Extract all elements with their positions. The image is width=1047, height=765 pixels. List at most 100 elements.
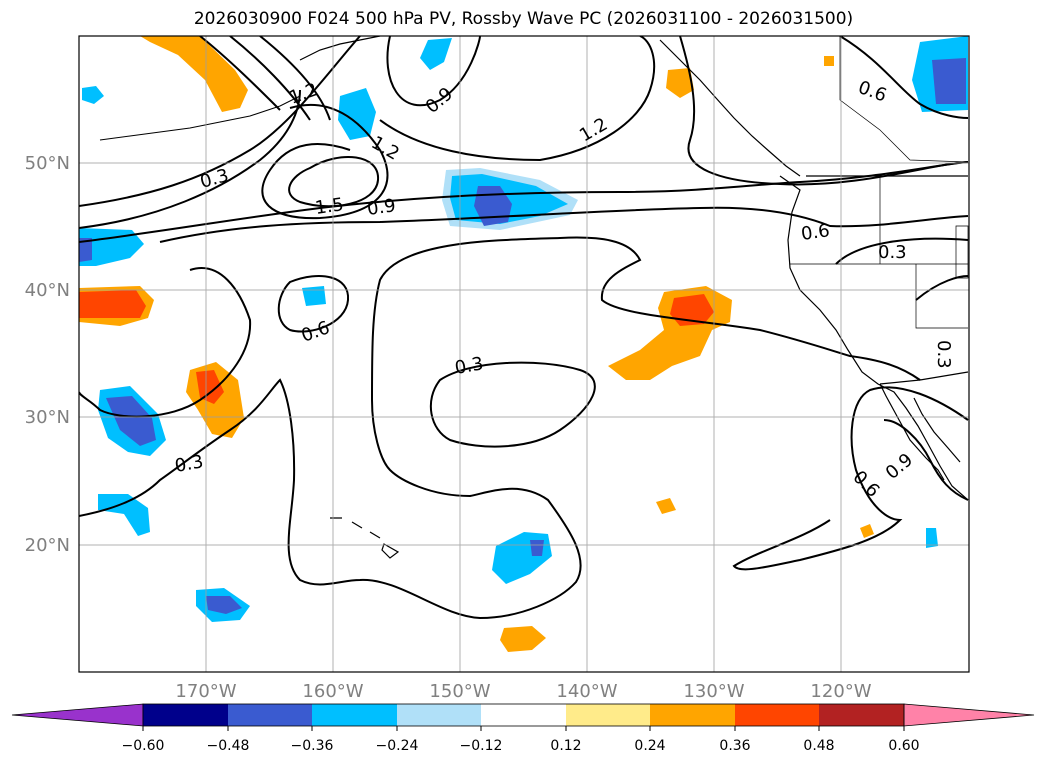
lon-tick-label: 130°W xyxy=(683,681,744,702)
contour-label: 0.3 xyxy=(453,353,485,379)
contour-label: 1.2 xyxy=(368,132,403,165)
map-frame xyxy=(78,35,970,673)
lat-tick-labels: 50°N 40°N 30°N 20°N xyxy=(25,153,70,556)
colorbar-extend-max xyxy=(903,703,1035,727)
contour-left-wave xyxy=(259,36,331,121)
contour-1.2-left xyxy=(79,89,301,229)
colorbar-tick-label: −0.24 xyxy=(376,738,419,754)
contour-1.2-ne xyxy=(379,36,656,162)
colorbar-segment xyxy=(650,704,735,726)
shade-negative xyxy=(106,396,156,446)
shade-positive xyxy=(656,498,676,514)
gridlines xyxy=(79,36,969,672)
contour-0.9-ne xyxy=(386,36,481,107)
colorbar-tick-label: −0.12 xyxy=(460,738,503,754)
contour-0.9-se xyxy=(883,419,969,501)
contour-0.3 xyxy=(79,36,361,207)
aleutian-islands xyxy=(99,95,301,141)
shade-negative xyxy=(926,528,938,548)
lon-tick-label: 150°W xyxy=(429,681,490,702)
colorbar-tick-label: −0.48 xyxy=(207,738,250,754)
contour-label: 0.9 xyxy=(422,83,457,117)
lon-tick-label: 140°W xyxy=(556,681,617,702)
contour-label: 0.3 xyxy=(878,242,907,263)
colorbar-segment xyxy=(481,704,566,726)
colorbar-segment xyxy=(566,704,650,726)
colorbar-tick-label: 0.36 xyxy=(719,738,750,754)
colorbar-tick-label: 0.24 xyxy=(634,738,665,754)
colorbar-segment xyxy=(819,704,904,726)
shade-negative xyxy=(79,238,92,262)
contour-label: 0.6 xyxy=(800,220,831,245)
contour-ne-2 xyxy=(679,36,969,186)
north-america-coast xyxy=(779,175,969,501)
shade-negative xyxy=(530,540,544,556)
shade-negative xyxy=(206,596,242,614)
colorbar-tick-label: 0.60 xyxy=(888,738,919,754)
shade-negative xyxy=(82,86,104,104)
lat-tick-label: 30°N xyxy=(25,407,70,428)
lat-tick-label: 40°N xyxy=(25,280,70,301)
shade-positive xyxy=(666,68,694,98)
shade-negative xyxy=(420,38,452,70)
contour-ne-3 xyxy=(839,36,969,119)
shade-negative xyxy=(302,286,326,306)
contour-label: 0.6 xyxy=(848,467,883,502)
colorbar-tick-label: 0.12 xyxy=(550,738,581,754)
colorbar-segment xyxy=(312,704,397,726)
colorbar-extend-min xyxy=(11,703,144,727)
colorbar-tick-label: −0.60 xyxy=(122,738,165,754)
contour-1.5 xyxy=(288,156,380,208)
shade-negative xyxy=(79,228,144,266)
alaska-panhandle xyxy=(659,39,801,177)
shade-positive xyxy=(670,294,714,326)
contour-label: 1.2 xyxy=(576,114,611,147)
shade-positive xyxy=(608,286,732,380)
contour-label: 0.3 xyxy=(198,165,231,193)
contour-0.3-east xyxy=(835,237,969,265)
contour-0.6-mid xyxy=(79,267,252,418)
colorbar-segment xyxy=(735,704,819,726)
colorbar-frame xyxy=(142,703,905,727)
coastlines xyxy=(99,36,969,559)
shade-positive xyxy=(79,290,146,318)
contour-labels: 0.3 1.5 0.9 1.2 1.2 0.9 1.2 0.6 0.6 0.3 … xyxy=(173,77,954,502)
contour-0.6-se xyxy=(732,386,969,571)
contour-1.2 xyxy=(261,103,389,220)
contour-label: 1.5 xyxy=(314,194,345,219)
colorbar: −0.60 −0.48 −0.36 −0.24 −0.12 0.12 0.24 … xyxy=(11,703,1035,754)
pv-contours xyxy=(79,36,969,620)
contour-left-wave xyxy=(199,36,281,111)
shade-positive xyxy=(500,626,546,652)
canada-border xyxy=(839,36,969,163)
state-border xyxy=(915,264,968,329)
contour-label: 0.6 xyxy=(299,317,333,347)
alaska-peninsula xyxy=(299,36,381,61)
contour-label: 0.6 xyxy=(855,77,889,107)
shade-negative xyxy=(98,494,150,536)
contour-0.6-loop xyxy=(277,275,350,333)
gulf-of-california xyxy=(913,397,961,463)
hawaii xyxy=(330,517,400,559)
contour-label: 0.3 xyxy=(173,451,205,477)
baja-california xyxy=(879,383,945,481)
colorbar-segment xyxy=(143,704,228,726)
shade-positive xyxy=(140,36,248,112)
contour-left-wave xyxy=(229,36,311,121)
contour-label: 0.9 xyxy=(366,195,397,220)
shade-positive xyxy=(196,370,224,404)
lon-tick-labels: 170°W 160°W 150°W 140°W 130°W 120°W xyxy=(175,681,871,702)
contour-label: 0.3 xyxy=(933,340,954,369)
shade-positive xyxy=(824,56,834,66)
colorbar-segment xyxy=(397,704,481,726)
shade-negative xyxy=(932,58,966,104)
lon-tick-label: 170°W xyxy=(175,681,236,702)
shade-positive xyxy=(860,524,874,538)
contour-0.3-south xyxy=(79,236,921,620)
colorbar-segment xyxy=(228,704,312,726)
contour-0.3-east2 xyxy=(915,275,969,301)
lon-tick-label: 160°W xyxy=(302,681,363,702)
plot-title: 2026030900 F024 500 hPa PV, Rossby Wave … xyxy=(193,9,854,29)
lat-tick-label: 50°N xyxy=(25,153,70,174)
